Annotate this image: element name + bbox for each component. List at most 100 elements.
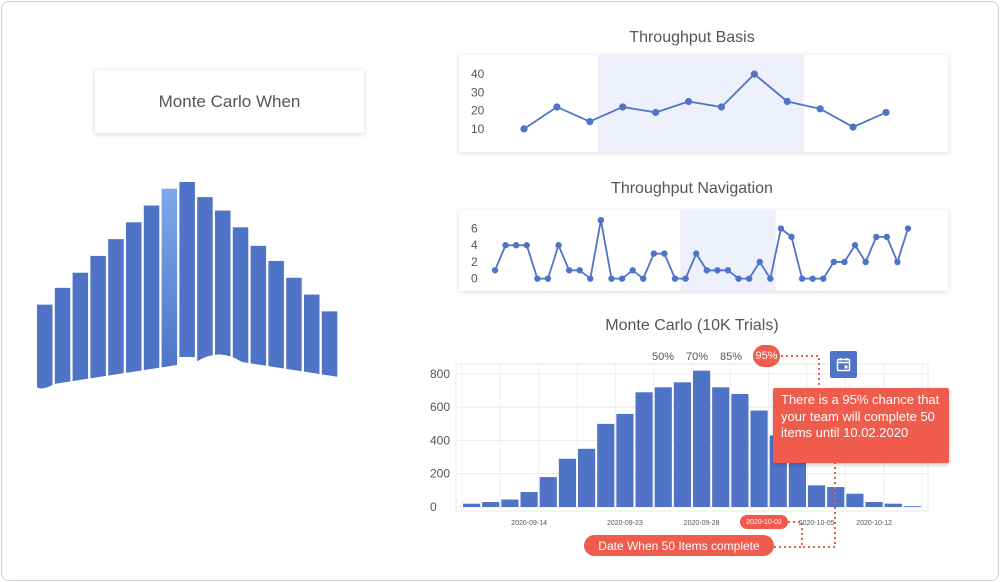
logo-bar	[268, 260, 284, 389]
y-tick-label: 600	[430, 400, 450, 414]
data-point	[904, 225, 912, 232]
histogram-bar	[616, 413, 634, 507]
chart-title-navigation: Throughput Navigation	[611, 180, 773, 197]
histogram-bar	[750, 410, 768, 507]
histogram-bar	[558, 458, 576, 507]
logo-bar	[108, 239, 124, 389]
logo-bar	[321, 311, 338, 389]
x-tick-label: 2020-10-12	[856, 520, 892, 527]
histogram-bar	[808, 485, 826, 507]
data-point	[724, 267, 732, 274]
y-tick-label: 4	[471, 238, 478, 252]
y-tick-label: 800	[430, 367, 450, 381]
logo-bar	[37, 304, 53, 389]
highlight-date-pill: 2020-10-02	[740, 515, 788, 529]
logo-bar	[126, 222, 142, 389]
data-point	[767, 275, 774, 282]
data-point	[862, 258, 869, 266]
chart-title-montecarlo: Monte Carlo (10K Trials)	[605, 317, 779, 334]
histogram-bar	[712, 387, 730, 507]
data-point	[650, 250, 658, 257]
calendar-icon	[836, 358, 851, 372]
logo-bar	[232, 227, 249, 389]
data-point	[703, 267, 710, 274]
selection-band	[680, 210, 776, 291]
data-point	[555, 242, 562, 249]
navigation-chart-card: 0 2 4 6	[459, 210, 948, 291]
data-point	[894, 258, 901, 266]
y-tick-label: 0	[430, 500, 437, 514]
percentile-95-badge[interactable]: 95%	[753, 345, 780, 367]
histogram-bar	[827, 487, 845, 507]
y-tick-label: 0	[471, 272, 478, 286]
data-point	[816, 105, 824, 113]
data-point	[682, 275, 689, 282]
title-card: Monte Carlo When	[95, 70, 364, 133]
calendar-button[interactable]	[830, 351, 857, 378]
data-point	[553, 103, 561, 111]
data-point	[652, 108, 660, 117]
logo-bar	[143, 205, 160, 379]
data-point	[777, 225, 785, 232]
data-point	[565, 267, 573, 274]
data-point	[745, 275, 753, 282]
y-tick-label: 40	[471, 67, 485, 81]
histogram-bar	[578, 448, 596, 507]
data-point	[717, 103, 726, 111]
histogram-bar	[463, 503, 481, 507]
completion-date-pill: Date When 50 Items complete	[584, 535, 774, 556]
data-point	[618, 275, 626, 282]
histogram-bar	[520, 492, 538, 507]
y-tick-label: 2	[471, 255, 478, 269]
data-point	[619, 103, 627, 111]
logo-bar	[54, 287, 71, 389]
logo-bars	[37, 182, 338, 389]
basis-chart-card: 10 20 30 40	[459, 55, 948, 152]
data-point	[788, 233, 795, 241]
data-point	[629, 267, 636, 274]
data-point	[512, 242, 520, 249]
histogram-bar	[731, 393, 749, 507]
histogram-bar	[654, 387, 672, 507]
y-tick-label: 30	[471, 85, 485, 99]
logo-bar	[197, 197, 213, 368]
histogram-bar	[865, 502, 883, 507]
logo-bar	[161, 188, 178, 368]
data-point	[809, 275, 816, 282]
y-tick-label: 200	[430, 467, 450, 481]
data-point	[671, 275, 679, 282]
title-card-label: Monte Carlo When	[158, 91, 301, 111]
percentile-50: 50%	[652, 351, 675, 363]
data-point	[491, 267, 499, 274]
histogram-bar	[482, 502, 500, 507]
histogram-bar	[788, 457, 806, 507]
probability-callout: There is a 95% chance that your team wil…	[773, 388, 949, 463]
logo-bar	[304, 294, 320, 389]
y-tick-label: 6	[471, 222, 478, 236]
x-tick-label: 2020-09-14	[511, 520, 547, 527]
histogram-bar	[673, 382, 691, 507]
data-point	[883, 233, 891, 241]
data-point	[750, 70, 758, 78]
logo-bar	[215, 210, 231, 379]
data-point	[820, 275, 827, 282]
percentile-70: 70%	[686, 351, 709, 363]
histogram-bar	[846, 493, 864, 507]
data-point	[608, 275, 615, 282]
histogram-bar	[884, 503, 902, 507]
histogram-bar	[501, 499, 519, 507]
data-point	[849, 123, 857, 131]
y-tick-label: 400	[430, 433, 450, 447]
histogram-bar	[539, 477, 557, 507]
logo-bar	[90, 255, 106, 389]
percentile-85: 85%	[720, 351, 743, 363]
y-tick-label: 10	[471, 122, 485, 136]
x-tick-label: 2020-09-23	[607, 520, 643, 527]
data-point	[798, 275, 806, 282]
data-point	[597, 216, 605, 224]
data-point	[502, 242, 509, 249]
data-point	[534, 275, 541, 282]
histogram-bar	[903, 506, 921, 507]
data-point	[841, 258, 848, 266]
